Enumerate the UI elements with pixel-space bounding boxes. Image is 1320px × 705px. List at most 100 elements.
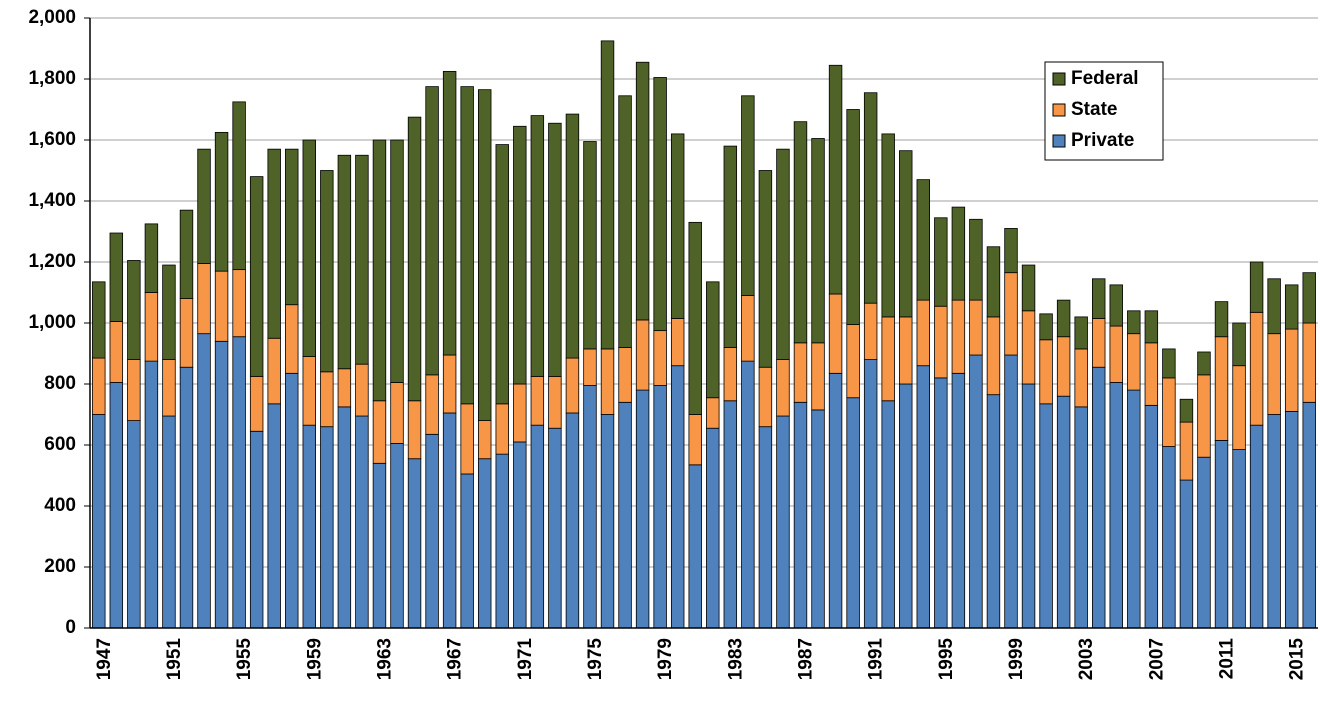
bar-segment [1302, 322, 1316, 403]
bar-segment [513, 125, 527, 385]
legend-swatch [1052, 72, 1066, 86]
bar-segment [635, 389, 650, 629]
bar-segment [1302, 272, 1316, 324]
bar-segment [758, 426, 773, 629]
bar-segment [1214, 440, 1229, 629]
bar-segment [92, 357, 106, 415]
bar-segment [1232, 449, 1246, 629]
bar-segment [1021, 310, 1036, 385]
bar-segment [863, 92, 878, 304]
bar-segment [776, 359, 790, 417]
bar-segment [811, 342, 825, 411]
bar-segment [109, 232, 124, 322]
bar-segment [302, 139, 317, 357]
bar-segment [548, 427, 562, 629]
bar-segment [1056, 395, 1071, 629]
bar-segment [565, 113, 580, 359]
bar-segment [197, 148, 211, 264]
y-tick-label: 1,800 [28, 68, 76, 89]
bar-segment [1144, 310, 1159, 344]
legend-label: Private [1071, 130, 1134, 151]
bar-segment [1179, 398, 1194, 423]
bar-segment [530, 375, 545, 426]
bar-segment [688, 221, 702, 415]
bar-segment [407, 458, 422, 629]
bar-segment [1091, 366, 1106, 629]
x-tick-label: 1959 [304, 638, 325, 680]
bar-segment [828, 293, 843, 374]
bar-segment [934, 305, 948, 379]
bar-segment [1056, 299, 1071, 338]
bar-segment [144, 223, 159, 293]
bar-segment [1284, 284, 1299, 330]
bar-segment [214, 340, 229, 629]
bar-segment [565, 412, 580, 629]
bar-segment [249, 375, 264, 432]
bar-segment [793, 401, 808, 629]
bar-segment [460, 403, 474, 475]
bar-segment [723, 400, 738, 629]
bar-segment [916, 365, 931, 629]
bar-segment [1284, 328, 1299, 412]
x-tick-label: 1963 [374, 638, 395, 680]
bar-segment [1232, 365, 1246, 450]
bar-segment [986, 246, 1001, 318]
bar-segment [600, 348, 615, 415]
bar-segment [600, 40, 615, 350]
bar-segment [1267, 414, 1281, 629]
bar-segment [232, 101, 246, 271]
y-tick-label: 1,600 [28, 129, 76, 150]
bar-segment [828, 372, 843, 629]
bar-segment [337, 406, 352, 629]
bar-segment [1021, 264, 1036, 312]
bar-segment [267, 148, 281, 339]
bar-segment [162, 359, 176, 417]
bar-segment [793, 121, 808, 344]
y-tick-label: 1,000 [28, 312, 76, 333]
bar-segment [600, 414, 615, 629]
bar-segment [214, 270, 229, 342]
bar-segment [92, 414, 106, 629]
bar-segment [162, 415, 176, 629]
bar-segment [442, 70, 457, 356]
bar-segment [548, 375, 562, 429]
bar-segment [1074, 316, 1088, 350]
bar-segment [267, 403, 281, 629]
bar-segment [776, 415, 790, 629]
bar-segment [127, 260, 141, 361]
bar-segment [1197, 456, 1211, 629]
bar-segment [162, 264, 176, 360]
x-tick-label: 1979 [655, 638, 676, 680]
bar-segment [635, 319, 650, 391]
bar-segment [407, 400, 422, 460]
legend-label: State [1071, 99, 1117, 120]
bar-segment [846, 109, 860, 325]
bar-segment [741, 360, 755, 629]
bar-segment [583, 348, 597, 386]
y-tick-label: 600 [44, 434, 76, 455]
bar-segment [934, 217, 948, 307]
bar-segment [355, 154, 369, 365]
bar-segment [144, 292, 159, 362]
bar-segment [249, 176, 264, 377]
bar-segment [477, 89, 492, 421]
bar-segment [741, 95, 755, 296]
bar-segment [969, 218, 983, 301]
bar-segment [863, 302, 878, 360]
bar-segment [390, 382, 404, 444]
bar-segment [337, 154, 352, 370]
bar-segment [1109, 284, 1123, 327]
bar-segment [109, 321, 124, 383]
bar-segment [232, 269, 246, 338]
bar-segment [285, 148, 299, 306]
bar-segment [1127, 333, 1141, 391]
bar-segment [635, 61, 650, 321]
bar-segment [1302, 401, 1316, 629]
bar-segment [495, 403, 509, 455]
bar-segment [197, 263, 211, 335]
bar-segment [583, 385, 597, 629]
bar-segment [320, 371, 334, 428]
bar-segment [793, 342, 808, 403]
bar-segment [986, 394, 1001, 629]
bar-segment [1267, 278, 1281, 335]
